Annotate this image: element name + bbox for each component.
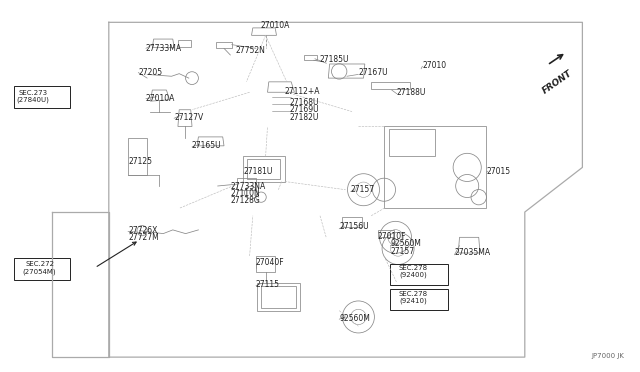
- Text: 27110N: 27110N: [230, 189, 260, 198]
- Text: JP7000 JK: JP7000 JK: [591, 353, 624, 359]
- Text: 27733NA: 27733NA: [230, 182, 266, 190]
- Text: 27205: 27205: [138, 68, 163, 77]
- Text: 27168U: 27168U: [289, 98, 319, 107]
- Text: SEC.273
(27840U): SEC.273 (27840U): [17, 90, 50, 103]
- Text: SEC.278
(92400): SEC.278 (92400): [398, 265, 428, 278]
- Text: 27010A: 27010A: [146, 94, 175, 103]
- Text: 27752N: 27752N: [236, 46, 266, 55]
- Text: 27733MA: 27733MA: [146, 44, 182, 53]
- Text: 27165U: 27165U: [192, 141, 221, 150]
- Text: 27182U: 27182U: [289, 113, 319, 122]
- Text: 27035MA: 27035MA: [454, 248, 490, 257]
- Text: FRONT: FRONT: [541, 69, 574, 96]
- Text: 27188U: 27188U: [397, 88, 426, 97]
- Bar: [14, 86, 70, 108]
- Text: 27169U: 27169U: [289, 105, 319, 114]
- Text: 27157: 27157: [390, 247, 415, 256]
- Text: 27010F: 27010F: [378, 232, 406, 241]
- Text: 27010: 27010: [422, 61, 447, 70]
- Bar: [390, 289, 448, 310]
- Text: 27157: 27157: [351, 185, 375, 194]
- Text: 27156U: 27156U: [339, 222, 369, 231]
- Bar: [390, 264, 448, 285]
- Text: 27125: 27125: [128, 157, 152, 166]
- Text: 27040F: 27040F: [256, 258, 285, 267]
- Text: 27128G: 27128G: [230, 196, 260, 205]
- Text: SEC.278
(92410): SEC.278 (92410): [398, 291, 428, 304]
- Text: 27010A: 27010A: [260, 21, 290, 30]
- Bar: [14, 258, 70, 280]
- Text: 27127V: 27127V: [174, 113, 204, 122]
- Text: SEC.272
(27054M): SEC.272 (27054M): [23, 261, 56, 275]
- Text: 27181U: 27181U: [243, 167, 273, 176]
- Text: 27112+A: 27112+A: [285, 87, 320, 96]
- Text: 27726X: 27726X: [128, 226, 157, 235]
- Text: 27015: 27015: [486, 167, 511, 176]
- Text: 92560M: 92560M: [339, 314, 370, 323]
- Text: 27727M: 27727M: [128, 233, 159, 242]
- Text: 27167U: 27167U: [358, 68, 388, 77]
- Text: 92560M: 92560M: [390, 239, 421, 248]
- Text: 27185U: 27185U: [320, 55, 349, 64]
- Text: 27115: 27115: [256, 280, 280, 289]
